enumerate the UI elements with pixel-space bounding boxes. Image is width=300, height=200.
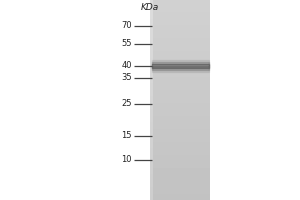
Bar (152, 60, 208, 72)
Text: 25: 25 (122, 99, 132, 108)
Text: 15: 15 (122, 132, 132, 140)
Bar (152, 62, 208, 70)
Text: 35: 35 (122, 73, 132, 82)
Text: KDa: KDa (141, 3, 159, 12)
Text: 55: 55 (122, 40, 132, 48)
Text: 10: 10 (122, 156, 132, 164)
Bar (152, 64, 208, 68)
Text: 40: 40 (122, 62, 132, 71)
Text: 70: 70 (122, 21, 132, 30)
